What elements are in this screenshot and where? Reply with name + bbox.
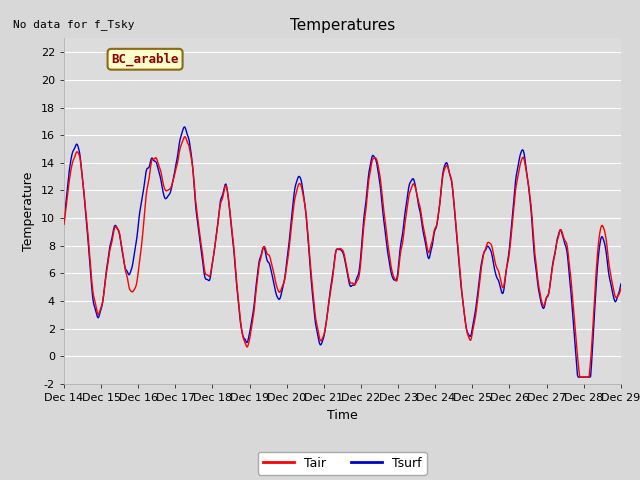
Text: No data for f_Tsky: No data for f_Tsky bbox=[13, 19, 134, 30]
Y-axis label: Temperature: Temperature bbox=[22, 171, 35, 251]
Legend: Tair, Tsurf: Tair, Tsurf bbox=[258, 452, 427, 475]
X-axis label: Time: Time bbox=[327, 408, 358, 421]
Title: Temperatures: Temperatures bbox=[290, 18, 395, 33]
Text: BC_arable: BC_arable bbox=[111, 53, 179, 66]
